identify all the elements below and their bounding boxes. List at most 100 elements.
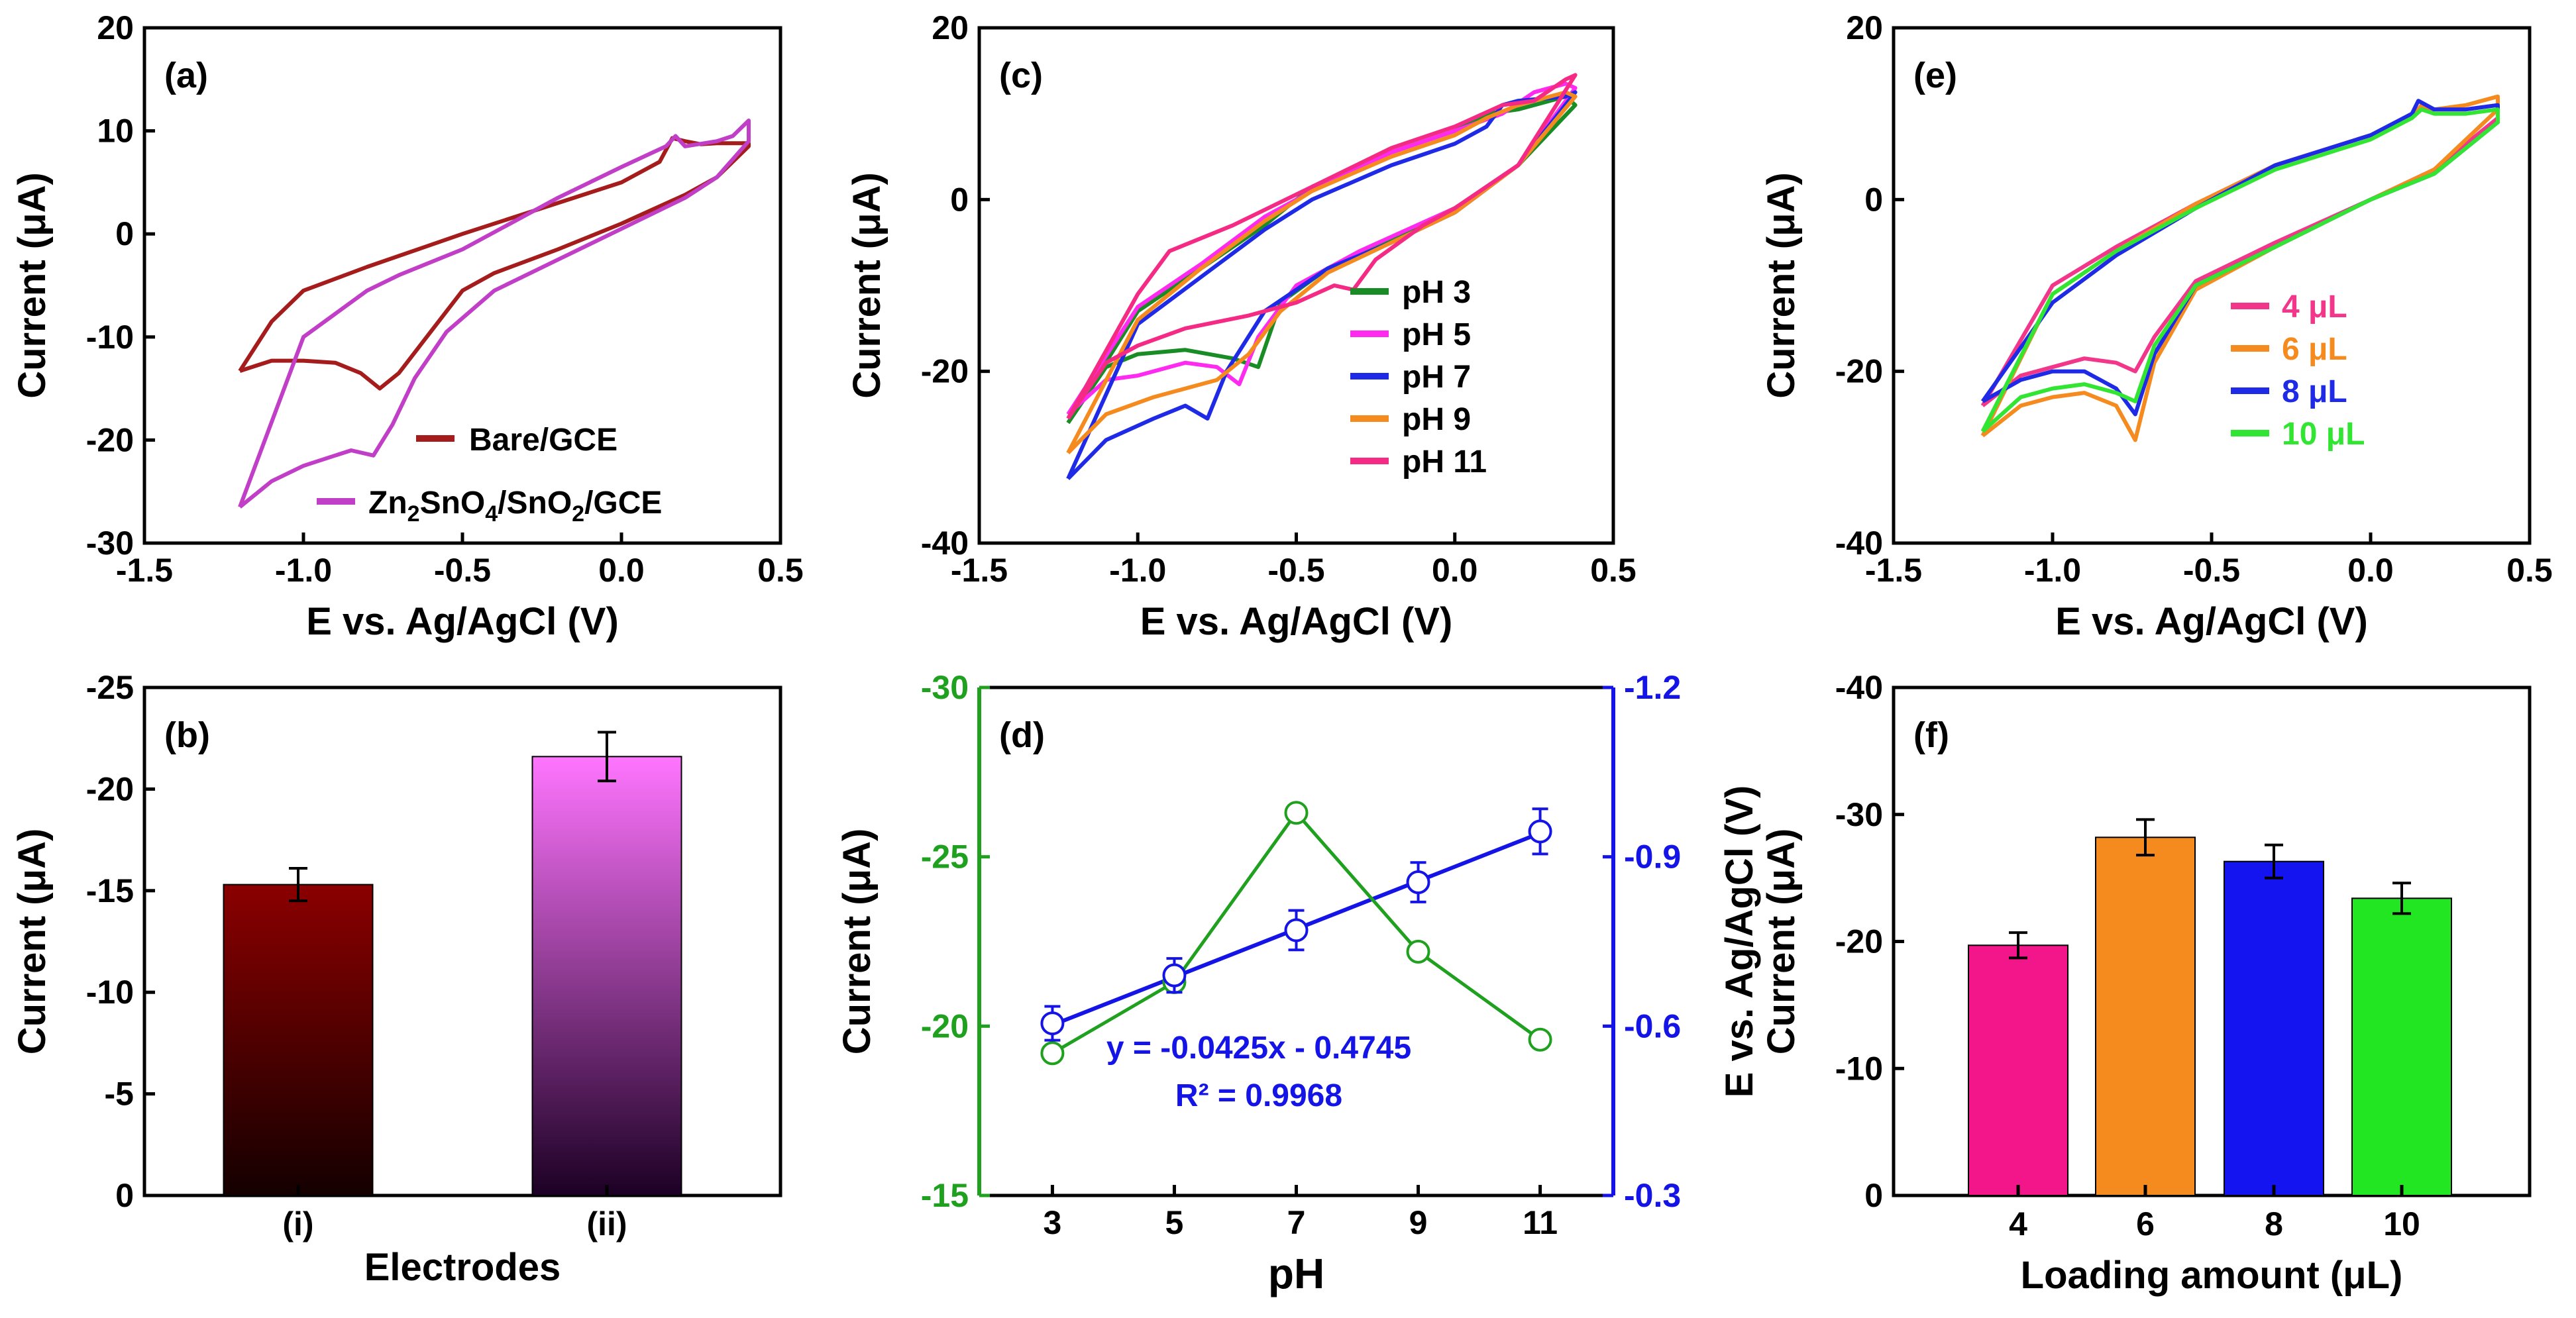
x-axis-label: pH [1268, 1250, 1324, 1297]
y-tick-label: -15 [921, 1177, 969, 1214]
panel-label: (c) [999, 56, 1043, 95]
formula-part: /SnO [498, 485, 572, 521]
y-tick-label: -40 [1835, 669, 1883, 706]
y-axis-label: Current (μA) [1760, 172, 1803, 399]
plot-frame-b [142, 685, 782, 1197]
x-tick-label: (ii) [586, 1205, 627, 1242]
y-axis-label: Current (μA) [11, 829, 54, 1055]
y-tick-label: 0 [115, 1177, 134, 1214]
x-tick-label: (i) [282, 1205, 313, 1242]
x-axis-label: Electrodes [364, 1246, 561, 1289]
current-point [1528, 1027, 1552, 1052]
potential-point [1284, 918, 1309, 942]
y-tick-label: -0.9 [1624, 838, 1681, 876]
cv-curve-c-3 [1066, 90, 1578, 455]
cv-curve-a-0 [238, 136, 751, 391]
x-axis-label: E vs. Ag/AgCl (V) [1140, 600, 1453, 643]
y-tick-label: -25 [86, 669, 134, 706]
bar-0 [1968, 944, 2068, 1196]
bar-2 [2224, 860, 2324, 1196]
x-tick-label: 9 [1409, 1204, 1428, 1241]
y-tick-label: 0 [950, 181, 969, 218]
x-tick-label: 4 [2009, 1205, 2027, 1242]
potential-point [1040, 1011, 1065, 1036]
legend-label: Bare/GCE [469, 423, 617, 458]
x-tick-label: 10 [2383, 1205, 2420, 1242]
y-tick-label: -5 [105, 1076, 134, 1113]
x-tick-label: 0.0 [1432, 552, 1478, 589]
legend-label: 6 μL [2282, 332, 2347, 367]
x-tick-label: -1.5 [116, 552, 173, 589]
cv-curve-a-1 [238, 119, 751, 509]
formula-part: 2 [572, 501, 584, 527]
panel-label: (d) [999, 715, 1045, 755]
y-tick-label: 0 [1864, 181, 1883, 218]
y-tick-label: -10 [1835, 1050, 1883, 1087]
y-tick-label: 20 [1846, 9, 1883, 46]
plot-frame-a [142, 26, 782, 545]
x-tick-label: -1.5 [951, 552, 1008, 589]
x-tick-label: 0.5 [2506, 552, 2553, 589]
x-tick-label: 6 [2136, 1205, 2155, 1242]
bar-1 [2095, 836, 2196, 1196]
legend-label: 8 μL [2282, 374, 2347, 409]
x-tick-label: 0.5 [1590, 552, 1637, 589]
formula-part: SnO [420, 485, 486, 521]
bar-1 [531, 756, 682, 1196]
y-tick-label: -20 [1835, 353, 1883, 390]
legend-label: 4 μL [2282, 289, 2347, 325]
bar-0 [223, 884, 374, 1196]
y-tick-label: -1.2 [1624, 669, 1681, 706]
y-tick-label: -20 [921, 353, 969, 390]
y-tick-label: 0 [115, 215, 134, 252]
y2-axis-label: E vs. Ag/AgCl (V) [1718, 786, 1761, 1098]
legend-label-formula: Zn2SnO4/SnO2/GCE [368, 485, 662, 527]
x-tick-label: -0.5 [434, 552, 491, 589]
y-axis-label: Current (μA) [1760, 829, 1803, 1055]
x-tick-label: 0.0 [598, 552, 645, 589]
legend-label: pH 7 [1402, 360, 1471, 395]
legend-label: 10 μL [2282, 417, 2365, 452]
y-tick-label: -40 [1835, 525, 1883, 562]
y-tick-label: -0.6 [1624, 1007, 1681, 1044]
x-tick-label: -1.5 [1865, 552, 1922, 589]
y-tick-label: -20 [1835, 923, 1883, 960]
fit-equation: y = -0.0425x - 0.4745 [1106, 1031, 1411, 1066]
y-tick-label: -10 [86, 974, 134, 1011]
y-tick-label: 20 [932, 9, 969, 46]
cv-curve-c-2 [1066, 90, 1578, 480]
cv-curve-e-0 [1980, 103, 2500, 407]
formula-part: 2 [407, 501, 420, 527]
y-tick-label: -15 [86, 872, 134, 909]
y-tick-label: -0.3 [1624, 1177, 1681, 1214]
x-tick-label: 11 [1523, 1204, 1558, 1241]
x-tick-label: -1.0 [1109, 552, 1166, 589]
legend-label: pH 5 [1402, 317, 1471, 352]
y-tick-label: 20 [97, 9, 134, 46]
y-axis-label: Current (μA) [845, 172, 888, 399]
potential-point [1528, 819, 1552, 844]
x-axis-label: E vs. Ag/AgCl (V) [306, 600, 619, 643]
fit-r2: R² = 0.9968 [1175, 1078, 1342, 1113]
x-tick-label: 0.0 [2347, 552, 2394, 589]
x-axis-label: Loading amount (μL) [2021, 1254, 2403, 1297]
current-point [1040, 1041, 1065, 1066]
bar-3 [2351, 897, 2452, 1197]
legend-label: pH 3 [1402, 275, 1471, 310]
x-tick-label: -1.0 [275, 552, 332, 589]
panel-label: (e) [1913, 56, 1957, 95]
y-tick-label: -20 [921, 1007, 969, 1044]
y-tick-label: -20 [86, 770, 134, 807]
y-tick-label: 0 [1864, 1177, 1883, 1214]
formula-part: Zn [368, 485, 407, 521]
y-tick-label: -30 [1835, 796, 1883, 833]
y-tick-label: -40 [921, 525, 969, 562]
formula-part: /GCE [584, 485, 662, 521]
x-tick-label: 3 [1044, 1204, 1062, 1241]
y-tick-label: -10 [86, 319, 134, 356]
panel-label: (f) [1913, 715, 1949, 755]
current-point [1406, 939, 1430, 964]
plot-frame-e [1892, 26, 2532, 545]
x-tick-label: -0.5 [1267, 552, 1324, 589]
y-axis-label: Current (μA) [835, 829, 879, 1055]
